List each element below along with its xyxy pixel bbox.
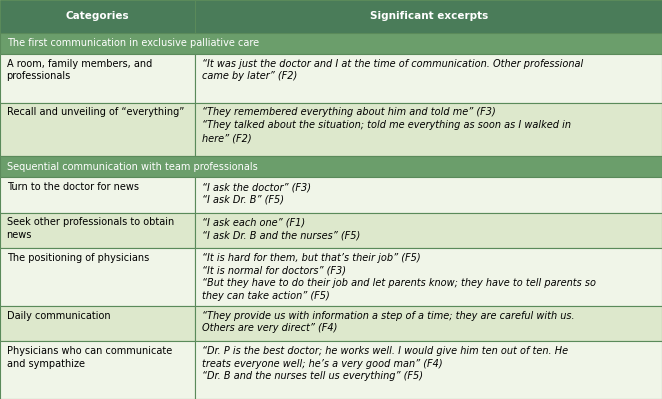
Bar <box>195 213 662 248</box>
Bar <box>0 0 195 33</box>
Text: Turn to the doctor for news: Turn to the doctor for news <box>7 182 138 192</box>
Bar <box>0 156 662 177</box>
Bar <box>0 213 195 248</box>
Text: “I ask each one” (F1)
“I ask Dr. B and the nurses” (F5): “I ask each one” (F1) “I ask Dr. B and t… <box>202 217 360 240</box>
Text: “It was just the doctor and I at the time of communication. Other professional
c: “It was just the doctor and I at the tim… <box>202 59 583 81</box>
Text: “I ask the doctor” (F3)
“I ask Dr. B” (F5): “I ask the doctor” (F3) “I ask Dr. B” (F… <box>202 182 311 205</box>
Text: Sequential communication with team professionals: Sequential communication with team profe… <box>7 162 258 172</box>
Text: “They remembered everything about him and told me” (F3)
“They talked about the s: “They remembered everything about him an… <box>202 107 571 143</box>
Bar <box>195 306 662 341</box>
Bar <box>0 103 195 156</box>
Text: A room, family members, and
professionals: A room, family members, and professional… <box>7 59 152 81</box>
Text: The positioning of physicians: The positioning of physicians <box>7 253 149 263</box>
Text: Recall and unveiling of “everything”: Recall and unveiling of “everything” <box>7 107 184 117</box>
Bar <box>195 0 662 33</box>
Bar <box>195 54 662 103</box>
Text: Daily communication: Daily communication <box>7 310 111 321</box>
Text: Significant excerpts: Significant excerpts <box>369 11 488 21</box>
Bar <box>195 341 662 399</box>
Bar <box>0 54 195 103</box>
Bar <box>0 306 195 341</box>
Bar <box>0 177 195 213</box>
Text: “They provide us with information a step of a time; they are careful with us.
Ot: “They provide us with information a step… <box>202 310 575 334</box>
Bar <box>0 341 195 399</box>
Text: Physicians who can communicate
and sympathize: Physicians who can communicate and sympa… <box>7 346 172 369</box>
Bar <box>195 248 662 306</box>
Text: The first communication in exclusive palliative care: The first communication in exclusive pal… <box>7 38 259 48</box>
Bar <box>195 177 662 213</box>
Bar <box>195 103 662 156</box>
Bar <box>0 248 195 306</box>
Text: “Dr. P is the best doctor; he works well. I would give him ten out of ten. He
tr: “Dr. P is the best doctor; he works well… <box>202 346 568 381</box>
Text: Seek other professionals to obtain
news: Seek other professionals to obtain news <box>7 217 174 240</box>
Text: “It is hard for them, but that’s their job” (F5)
“It is normal for doctors” (F3): “It is hard for them, but that’s their j… <box>202 253 596 301</box>
Text: Categories: Categories <box>66 11 130 21</box>
Bar <box>0 33 662 54</box>
